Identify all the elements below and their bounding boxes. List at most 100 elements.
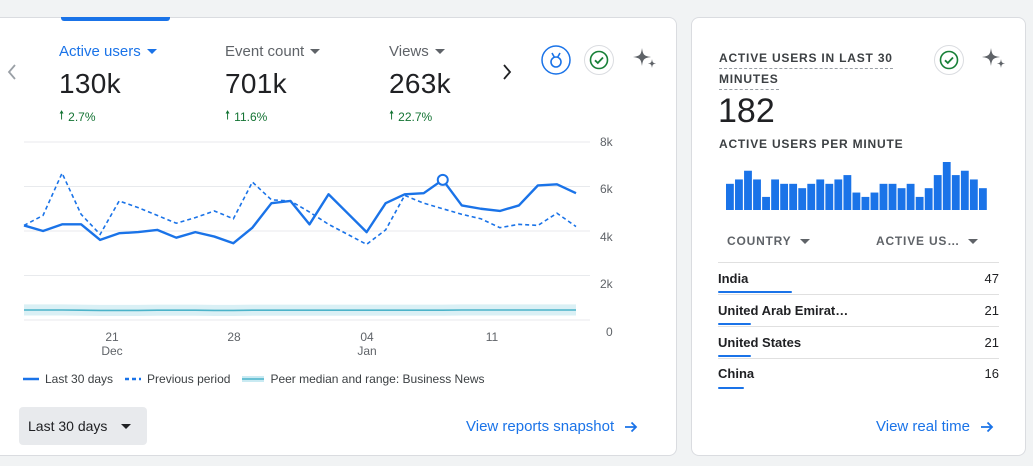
per-minute-bar[interactable] <box>852 192 861 210</box>
country-name: United States <box>718 335 802 350</box>
active-users-value: 47 <box>984 271 999 286</box>
share-bar <box>718 291 792 293</box>
metric-change: 🠕 2.7% <box>59 106 157 127</box>
check-circle-icon[interactable] <box>584 45 614 75</box>
active-users-value: 16 <box>984 366 999 381</box>
per-minute-bar[interactable] <box>834 179 843 210</box>
check-circle-icon[interactable] <box>934 45 964 75</box>
per-minute-bar[interactable] <box>870 192 879 210</box>
metric-label-text: Views <box>389 43 429 60</box>
per-minute-bar[interactable] <box>969 179 978 210</box>
line-chart <box>23 141 590 321</box>
per-minute-bar[interactable] <box>735 179 743 210</box>
per-minute-label: ACTIVE USERS PER MINUTE <box>719 137 904 151</box>
metric-change: 🠕 11.6% <box>225 106 320 127</box>
caret-down-icon <box>121 423 132 429</box>
metric-value: 263k <box>389 68 451 99</box>
active-users-value: 21 <box>984 303 999 318</box>
link-text: View real time <box>876 418 970 435</box>
metric-change-text: 11.6% <box>234 109 268 124</box>
country-name: China <box>718 366 755 381</box>
table-row[interactable]: China 16 <box>718 358 999 390</box>
per-minute-bar[interactable] <box>933 175 942 210</box>
per-minute-bar[interactable] <box>789 183 798 210</box>
col-country-header[interactable]: COUNTRY <box>727 234 810 248</box>
per-minute-bar[interactable] <box>780 183 789 210</box>
arrow-up-icon: 🠕 <box>59 108 65 122</box>
per-minute-bar[interactable] <box>951 175 960 210</box>
caret-down-icon <box>968 238 979 244</box>
per-minute-bar[interactable] <box>906 183 915 210</box>
per-minute-bar[interactable] <box>924 188 933 210</box>
metric-label[interactable]: Active users <box>59 43 157 60</box>
col-active-users-header[interactable]: ACTIVE US… <box>876 234 979 248</box>
chevron-right-icon[interactable] <box>500 62 514 82</box>
chevron-left-icon[interactable] <box>5 62 19 82</box>
col-header-text: ACTIVE US… <box>876 234 961 248</box>
table-row[interactable]: India 47 <box>718 263 999 295</box>
per-minute-bar[interactable] <box>762 196 770 210</box>
active-metric-indicator <box>61 17 170 21</box>
share-bar <box>718 355 751 357</box>
date-range-dropdown[interactable]: Last 30 days <box>19 407 147 445</box>
metric-label[interactable]: Event count <box>225 43 321 60</box>
highlight-point[interactable] <box>436 173 449 186</box>
table-row[interactable]: United Arab Emirat… 21 <box>718 295 999 327</box>
per-minute-bar[interactable] <box>816 179 825 210</box>
per-minute-bar[interactable] <box>942 162 951 210</box>
metric-active-users[interactable]: Active users 130k 🠕 2.7% <box>59 43 157 127</box>
metric-label[interactable]: Views <box>389 43 451 60</box>
share-bar <box>718 323 751 325</box>
per-minute-bar[interactable] <box>807 183 816 210</box>
legend-text: Previous period <box>147 372 231 386</box>
per-minute-bar[interactable] <box>960 170 969 210</box>
per-minute-bar[interactable] <box>897 188 906 210</box>
share-bar <box>718 387 744 389</box>
realtime-heading-line2: MINUTES <box>719 69 779 90</box>
per-minute-bar[interactable] <box>798 188 807 210</box>
legend-peer-range: Peer median and range: Business News <box>242 372 485 386</box>
sparkle-icon[interactable] <box>631 45 659 73</box>
arrow-up-icon: 🠕 <box>225 108 231 122</box>
per-minute-bar[interactable] <box>744 170 752 210</box>
metric-label-text: Active users <box>59 43 141 60</box>
table-divider <box>718 262 999 263</box>
y-tick-label: 4k <box>600 230 613 244</box>
y-tick-label: 0 <box>606 325 613 339</box>
x-tick-label: 28 <box>214 330 254 344</box>
x-tick-label: 11 <box>472 330 512 344</box>
arrow-right-icon <box>625 421 638 432</box>
per-minute-bar[interactable] <box>915 196 924 210</box>
per-minute-bar[interactable] <box>978 188 987 210</box>
metric-label-text: Event count <box>225 43 305 60</box>
view-real-time-link[interactable]: View real time <box>876 418 994 435</box>
per-minute-bar[interactable] <box>771 179 779 210</box>
x-tick-day: 21 <box>105 330 119 344</box>
metric-views[interactable]: Views 263k 🠕 22.7% <box>389 43 451 127</box>
per-minute-bar[interactable] <box>825 183 834 210</box>
per-minute-bar[interactable] <box>726 183 734 210</box>
metric-value: 701k <box>225 68 287 99</box>
per-minute-bar[interactable] <box>843 175 852 210</box>
per-minute-bar[interactable] <box>753 179 761 210</box>
metric-event-count[interactable]: Event count 701k 🠕 11.6% <box>225 43 321 127</box>
sparkle-icon[interactable] <box>980 45 1008 73</box>
country-name: India <box>718 271 749 286</box>
per-minute-bar[interactable] <box>888 183 897 210</box>
x-tick-day: 28 <box>227 330 241 344</box>
per-minute-bar[interactable] <box>861 196 870 210</box>
per-minute-bar[interactable] <box>879 183 888 210</box>
per-minute-bar-chart <box>726 162 987 210</box>
view-reports-snapshot-link[interactable]: View reports snapshot <box>466 418 638 435</box>
caret-down-icon <box>310 49 321 54</box>
metric-value: 130k <box>59 68 121 99</box>
realtime-heading[interactable]: ACTIVE USERS IN LAST 30 MINUTES <box>719 48 893 90</box>
y-tick-label: 8k <box>600 135 613 149</box>
insights-medal-icon[interactable] <box>541 45 571 75</box>
caret-down-icon <box>146 49 157 54</box>
arrow-right-icon <box>980 421 994 432</box>
table-row[interactable]: United States 21 <box>718 327 999 359</box>
metric-change-text: 22.7% <box>398 109 433 124</box>
country-name: United Arab Emirat… <box>718 303 849 318</box>
x-tick-day: 11 <box>485 330 499 344</box>
